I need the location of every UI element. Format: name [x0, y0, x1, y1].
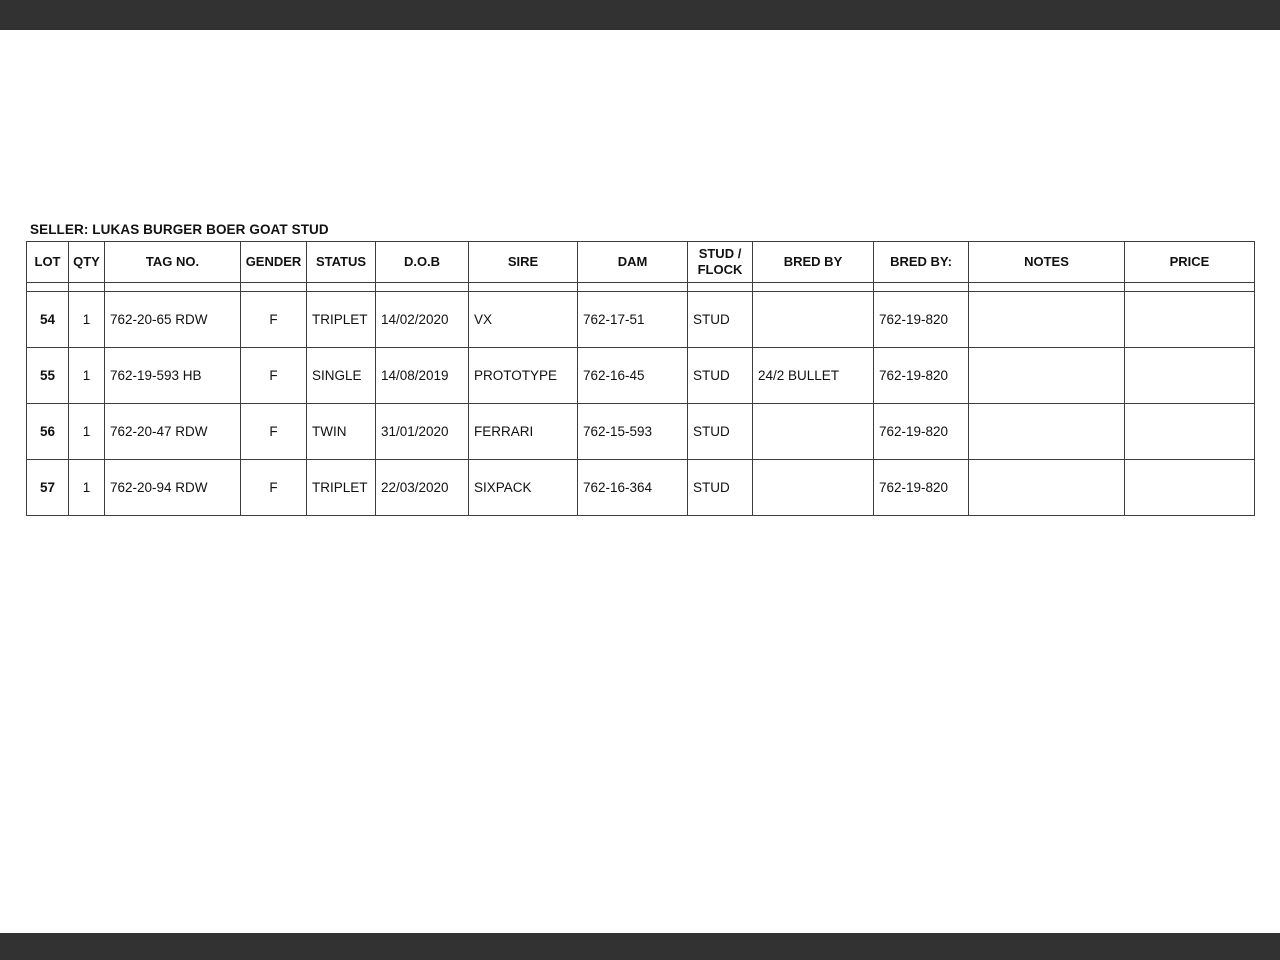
document-page: SELLER: LUKAS BURGER BOER GOAT STUD LOT Q… [0, 30, 1280, 933]
spacer-cell-qty [68, 282, 105, 292]
cell-bred-by-2: 762-19-820 [873, 347, 969, 404]
cell-qty: 1 [68, 347, 105, 404]
cell-status: TRIPLET [306, 291, 376, 348]
cell-lot: 55 [26, 347, 69, 404]
viewer-bottom-bar [0, 933, 1280, 960]
cell-bred-by: 24/2 BULLET [752, 347, 874, 404]
cell-stud-flock: STUD [687, 403, 753, 460]
table-row-lot-56: 56 1 762-20-47 RDW F TWIN 31/01/2020 FERRARI 76… [26, 403, 1255, 460]
column-header-dam: DAM [577, 241, 688, 283]
column-header-sire: SIRE [468, 241, 578, 283]
cell-tag-no: 762-20-94 RDW [104, 459, 241, 516]
cell-bred-by-2: 762-19-820 [873, 291, 969, 348]
cell-tag-no: 762-20-47 RDW [104, 403, 241, 460]
spacer-cell-price [1124, 282, 1255, 292]
column-header-dob: D.O.B [375, 241, 469, 283]
column-header-qty: QTY [68, 241, 105, 283]
cell-stud-flock: STUD [687, 347, 753, 404]
spacer-cell-stud-flock [687, 282, 753, 292]
cell-notes [968, 403, 1125, 460]
spacer-cell-tag-no [104, 282, 241, 292]
cell-lot: 56 [26, 403, 69, 460]
cell-tag-no: 762-20-65 RDW [104, 291, 241, 348]
cell-dob: 14/08/2019 [375, 347, 469, 404]
spacer-cell-dam [577, 282, 688, 292]
cell-sire: SIXPACK [468, 459, 578, 516]
cell-bred-by [752, 291, 874, 348]
cell-dam: 762-16-364 [577, 459, 688, 516]
table-row-lot-55: 55 1 762-19-593 HB F SINGLE 14/08/2019 PROTOTY… [26, 347, 1255, 404]
cell-stud-flock: STUD [687, 459, 753, 516]
cell-gender: F [240, 291, 307, 348]
seller-title: SELLER: LUKAS BURGER BOER GOAT STUD [30, 222, 329, 237]
column-header-price: PRICE [1124, 241, 1255, 283]
column-header-bred-by-2: BRED BY: [873, 241, 969, 283]
cell-notes [968, 347, 1125, 404]
cell-gender: F [240, 403, 307, 460]
column-header-lot: LOT [26, 241, 69, 283]
column-header-tag-no: TAG NO. [104, 241, 241, 283]
spacer-cell-sire [468, 282, 578, 292]
spacer-row [26, 282, 1255, 292]
column-header-status: STATUS [306, 241, 376, 283]
table-header-row: LOT QTY TAG NO. GENDER STATUS D.O.B SIRE DAM STU… [26, 241, 1255, 283]
cell-qty: 1 [68, 459, 105, 516]
spacer-cell-bred-by-2 [873, 282, 969, 292]
table-row-lot-57: 57 1 762-20-94 RDW F TRIPLET 22/03/2020 SIXPAC… [26, 459, 1255, 516]
cell-price [1124, 291, 1255, 348]
cell-price [1124, 403, 1255, 460]
spacer-cell-bred-by [752, 282, 874, 292]
cell-dob: 31/01/2020 [375, 403, 469, 460]
cell-dam: 762-15-593 [577, 403, 688, 460]
cell-status: TRIPLET [306, 459, 376, 516]
cell-qty: 1 [68, 291, 105, 348]
cell-lot: 54 [26, 291, 69, 348]
column-header-bred-by: BRED BY [752, 241, 874, 283]
column-header-stud-flock: STUD / FLOCK [687, 241, 753, 283]
cell-lot: 57 [26, 459, 69, 516]
cell-price [1124, 459, 1255, 516]
cell-bred-by-2: 762-19-820 [873, 403, 969, 460]
cell-bred-by [752, 459, 874, 516]
cell-stud-flock: STUD [687, 291, 753, 348]
cell-sire: FERRARI [468, 403, 578, 460]
cell-bred-by [752, 403, 874, 460]
spacer-cell-gender [240, 282, 307, 292]
column-header-notes: NOTES [968, 241, 1125, 283]
cell-dam: 762-16-45 [577, 347, 688, 404]
cell-gender: F [240, 459, 307, 516]
spacer-cell-dob [375, 282, 469, 292]
cell-price [1124, 347, 1255, 404]
spacer-cell-lot [26, 282, 69, 292]
cell-dob: 22/03/2020 [375, 459, 469, 516]
cell-qty: 1 [68, 403, 105, 460]
cell-status: TWIN [306, 403, 376, 460]
cell-sire: PROTOTYPE [468, 347, 578, 404]
cell-notes [968, 291, 1125, 348]
cell-dam: 762-17-51 [577, 291, 688, 348]
table-body: 54 1 762-20-65 RDW F TRIPLET 14/02/2020 VX 762-… [26, 282, 1255, 516]
livestock-table: LOT QTY TAG NO. GENDER STATUS D.O.B SIRE DAM STU… [26, 241, 1255, 516]
cell-dob: 14/02/2020 [375, 291, 469, 348]
cell-tag-no: 762-19-593 HB [104, 347, 241, 404]
cell-status: SINGLE [306, 347, 376, 404]
column-header-gender: GENDER [240, 241, 307, 283]
table-row-lot-54: 54 1 762-20-65 RDW F TRIPLET 14/02/2020 VX 762-… [26, 291, 1255, 348]
spacer-cell-status [306, 282, 376, 292]
viewer-top-bar [0, 0, 1280, 30]
cell-bred-by-2: 762-19-820 [873, 459, 969, 516]
cell-notes [968, 459, 1125, 516]
spacer-cell-notes [968, 282, 1125, 292]
cell-gender: F [240, 347, 307, 404]
cell-sire: VX [468, 291, 578, 348]
